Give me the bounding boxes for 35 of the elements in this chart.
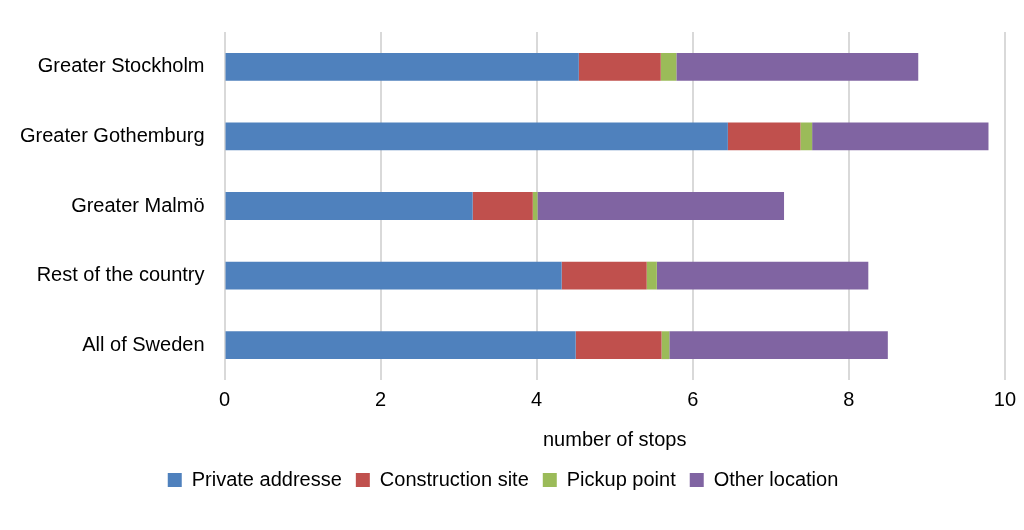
x-axis-title: number of stops <box>542 427 687 450</box>
bar <box>656 261 869 290</box>
bar <box>561 261 647 290</box>
x-tick-label: 10 <box>993 387 1016 410</box>
y-tick-label: All of Sweden <box>82 332 205 355</box>
bar <box>800 122 813 151</box>
x-tick-label: 0 <box>218 387 231 410</box>
bar <box>676 52 919 81</box>
x-tick-label: 8 <box>843 387 855 410</box>
y-tick-label: Greater Stockholm <box>37 54 205 77</box>
bar <box>225 52 579 81</box>
bar <box>472 192 533 220</box>
bar <box>537 192 785 220</box>
bar <box>575 331 662 360</box>
bar <box>661 331 670 360</box>
legend-label: Pickup point <box>566 467 677 490</box>
x-tick-label: 6 <box>687 387 699 410</box>
bar <box>578 52 661 81</box>
bar <box>646 261 657 290</box>
legend-label: Construction site <box>379 467 529 490</box>
y-tick-label: Greater Malmö <box>71 193 205 216</box>
y-tick-label: Greater Gothemburg <box>20 123 205 146</box>
legend-label: Other location <box>713 467 839 490</box>
bar <box>225 261 562 290</box>
bar <box>225 122 728 151</box>
bar <box>727 122 801 151</box>
bar <box>660 52 677 81</box>
x-tick-label: 2 <box>375 387 387 410</box>
bar <box>669 331 888 360</box>
bar <box>225 192 473 220</box>
x-tick-label: 4 <box>531 387 543 410</box>
y-tick-label: Rest of the country <box>36 263 205 286</box>
bar <box>225 331 576 360</box>
bar <box>812 122 989 151</box>
legend-label: Private addresse <box>191 467 342 490</box>
